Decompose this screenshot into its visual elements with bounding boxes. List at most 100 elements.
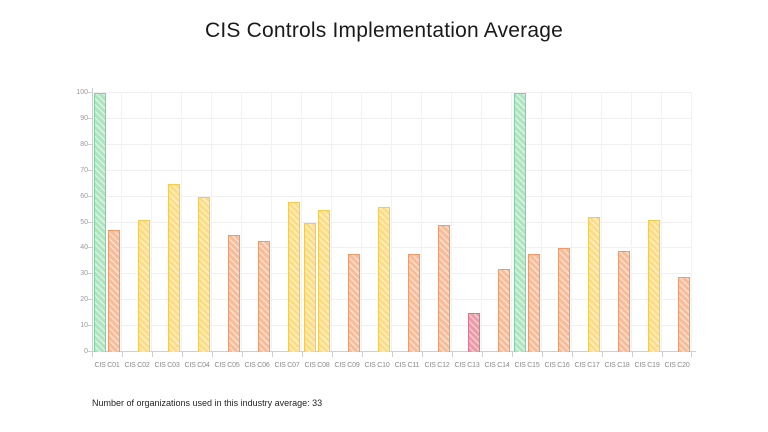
- x-axis-tick: [122, 352, 123, 357]
- bar-cis-c10-series-2: [378, 206, 390, 352]
- y-axis-tick: [88, 143, 92, 145]
- x-axis-tick: [152, 352, 153, 357]
- x-tick-label: CIS C05: [214, 362, 240, 369]
- bar-cis-c05-series-2: [228, 235, 240, 352]
- x-gridline: [691, 93, 692, 352]
- category-band-cis-c06: [242, 93, 272, 352]
- bar-cis-c13-series-2: [468, 313, 480, 352]
- category-band-cis-c15: [512, 93, 542, 352]
- y-tick-label: 60: [80, 192, 88, 200]
- y-gridline: [92, 117, 692, 119]
- x-tick-label: CIS C10: [364, 362, 390, 369]
- x-gridline: [421, 93, 422, 352]
- category-band-cis-c19: [632, 93, 662, 352]
- x-axis-tick: [512, 352, 513, 357]
- x-gridline: [151, 93, 152, 352]
- x-axis-tick: [212, 352, 213, 357]
- y-tick-label: 30: [80, 270, 88, 278]
- x-gridline: [661, 93, 662, 352]
- x-tick-label: CIS C07: [274, 362, 300, 369]
- x-tick-label: CIS C09: [334, 362, 360, 369]
- x-axis-line: [88, 351, 696, 352]
- footer-note: Number of organizations used in this ind…: [92, 398, 323, 408]
- category-band-cis-c17: [572, 93, 602, 352]
- category-band-cis-c16: [542, 93, 572, 352]
- y-axis-line: [92, 88, 93, 357]
- bar-cis-c15-series-2: [528, 253, 540, 352]
- x-tick-label: CIS C11: [394, 362, 420, 369]
- x-gridline: [331, 93, 332, 352]
- x-tick-label: CIS C20: [664, 362, 690, 369]
- x-tick-label: CIS C13: [454, 362, 480, 369]
- y-axis-tick: [88, 299, 92, 301]
- bar-cis-c08-series-1: [304, 222, 316, 352]
- bar-cis-c01-series-2: [108, 230, 120, 352]
- x-axis-tick: [302, 352, 303, 357]
- x-axis-tick: [662, 352, 663, 357]
- bar-cis-c16-series-2: [558, 248, 570, 352]
- y-gridline: [92, 221, 692, 223]
- x-tick-label: CIS C04: [184, 362, 210, 369]
- category-band-cis-c09: [332, 93, 362, 352]
- category-band-cis-c01: [92, 93, 122, 352]
- y-gridline: [92, 325, 692, 327]
- x-axis-tick: [691, 352, 692, 357]
- x-axis-tick: [542, 352, 543, 357]
- x-gridline: [571, 93, 572, 352]
- category-band-cis-c03: [152, 93, 182, 352]
- y-tick-label: 10: [80, 322, 88, 330]
- x-axis-tick: [362, 352, 363, 357]
- x-gridline: [241, 93, 242, 352]
- plot-area: [88, 88, 696, 357]
- x-gridline: [391, 93, 392, 352]
- x-tick-label: CIS C16: [544, 362, 570, 369]
- x-tick-label: CIS C19: [634, 362, 660, 369]
- y-axis-tick: [88, 195, 92, 197]
- y-gridline: [92, 169, 692, 171]
- category-band-cis-c12: [422, 93, 452, 352]
- x-axis-tick: [452, 352, 453, 357]
- x-gridline: [451, 93, 452, 352]
- y-tick-label: 0: [84, 348, 88, 355]
- x-tick-label: CIS C03: [154, 362, 180, 369]
- y-axis-tick: [88, 92, 92, 93]
- bar-chart: 0 10 20 30 40 50 60 70 80 90 100 CIS C01 CIS C02 CIS …: [76, 88, 696, 369]
- category-band-cis-c02: [122, 93, 152, 352]
- y-tick-label: 70: [80, 166, 88, 174]
- y-tick-label: 50: [80, 218, 88, 226]
- x-gridline: [631, 93, 632, 352]
- y-tick-label: 100: [76, 89, 88, 96]
- y-gridline: [92, 273, 692, 275]
- x-tick-label: CIS C02: [124, 362, 150, 369]
- x-axis-tick: [332, 352, 333, 357]
- x-gridline: [541, 93, 542, 352]
- x-axis-tick: [182, 352, 183, 357]
- x-tick-label: CIS C12: [424, 362, 450, 369]
- x-axis-tick: [242, 352, 243, 357]
- x-gridline: [271, 93, 272, 352]
- category-band-cis-c07: [272, 93, 302, 352]
- x-tick-label: CIS C14: [484, 362, 510, 369]
- bar-cis-c18-series-2: [618, 251, 630, 352]
- x-tick-label: CIS C17: [574, 362, 600, 369]
- y-gridline: [92, 143, 692, 145]
- y-gridline: [92, 247, 692, 249]
- x-tick-label: CIS C06: [244, 362, 270, 369]
- bar-cis-c17-series-2: [588, 217, 600, 352]
- x-axis-tick: [392, 352, 393, 357]
- bar-cis-c14-series-2: [498, 269, 510, 352]
- y-axis-tick: [88, 325, 92, 327]
- category-band-cis-c05: [212, 93, 242, 352]
- category-band-cis-c11: [392, 93, 422, 352]
- y-tick-label: 90: [80, 114, 88, 122]
- y-axis-tick: [88, 221, 92, 223]
- y-axis-tick: [88, 273, 92, 275]
- y-axis-tick: [88, 169, 92, 171]
- bar-cis-c09-series-2: [348, 253, 360, 352]
- x-gridline: [481, 93, 482, 352]
- x-axis-tick: [272, 352, 273, 357]
- y-tick-label: 20: [80, 296, 88, 304]
- bar-cis-c19-series-2: [648, 219, 660, 352]
- y-axis-tick: [88, 247, 92, 249]
